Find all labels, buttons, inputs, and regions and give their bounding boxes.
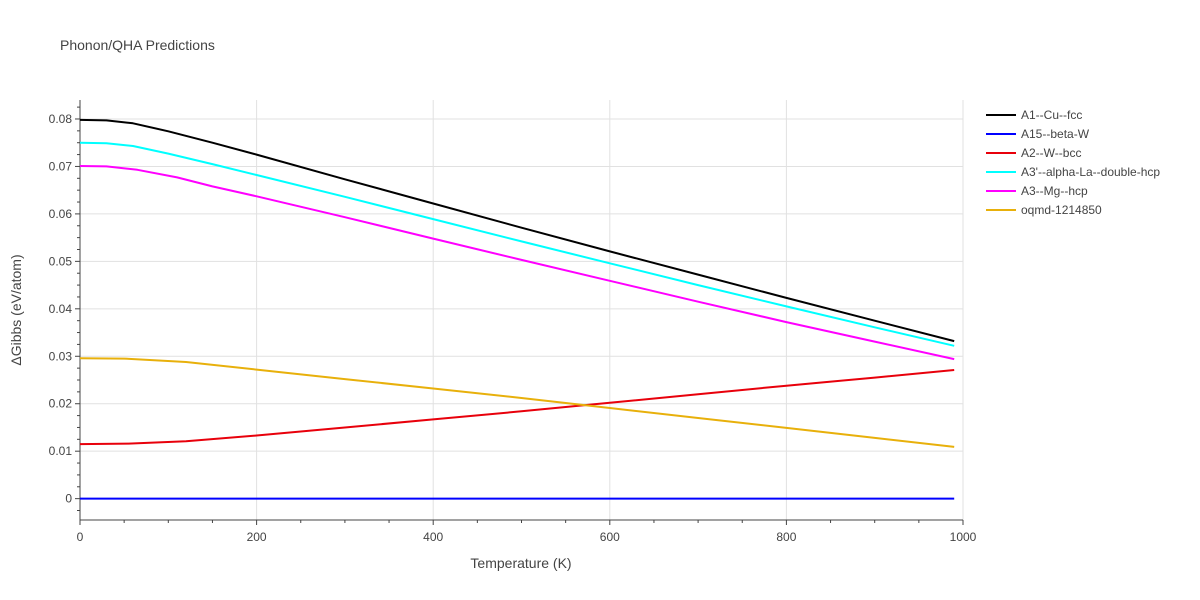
legend-label: A1--Cu--fcc <box>1021 108 1082 122</box>
y-axis-title: ΔGibbs (eV/atom) <box>8 254 24 365</box>
axes <box>75 100 964 525</box>
y-tick-label: 0 <box>65 492 72 506</box>
x-tick-label: 200 <box>247 530 267 544</box>
series-line-5 <box>79 357 955 448</box>
y-tick-label: 0.06 <box>49 207 73 221</box>
legend-label: A2--W--bcc <box>1021 146 1081 160</box>
x-tick-label: 0 <box>77 530 84 544</box>
x-tick-label: 800 <box>776 530 796 544</box>
x-tick-label: 400 <box>423 530 443 544</box>
x-tick-label: 600 <box>600 530 620 544</box>
legend-item[interactable]: A15--beta-W <box>986 127 1090 141</box>
legend-item[interactable]: A2--W--bcc <box>986 146 1081 160</box>
legend-label: oqmd-1214850 <box>1021 203 1102 217</box>
y-tick-label: 0.01 <box>49 444 73 458</box>
legend-item[interactable]: oqmd-1214850 <box>986 203 1102 217</box>
y-tick-label: 0.07 <box>49 159 73 173</box>
x-tick-label: 1000 <box>950 530 977 544</box>
series-line-3 <box>79 141 955 347</box>
x-axis-ticks: 0 200 400 600 800 1000 <box>77 530 977 544</box>
series-line-0 <box>79 118 955 343</box>
legend-item[interactable]: A3--Mg--hcp <box>986 184 1088 198</box>
series-line-2 <box>79 369 955 446</box>
y-tick-label: 0.02 <box>49 397 73 411</box>
legend-label: A15--beta-W <box>1021 127 1090 141</box>
y-tick-label: 0.05 <box>49 254 73 268</box>
series-lines <box>79 118 955 500</box>
legend-label: A3'--alpha-La--double-hcp <box>1021 165 1160 179</box>
y-tick-label: 0.03 <box>49 349 73 363</box>
chart-title: Phonon/QHA Predictions <box>60 37 215 53</box>
grid-lines <box>80 100 964 520</box>
legend-item[interactable]: A1--Cu--fcc <box>986 108 1082 122</box>
y-tick-label: 0.08 <box>49 112 73 126</box>
series-line-4 <box>79 165 955 361</box>
y-axis-ticks: 0 0.01 0.02 0.03 0.04 0.05 0.06 0.07 0.08 <box>49 112 73 506</box>
legend: A1--Cu--fcc A15--beta-W A2--W--bcc A3'--alp… <box>986 108 1160 217</box>
legend-label: A3--Mg--hcp <box>1021 184 1088 198</box>
x-axis-title: Temperature (K) <box>470 555 571 571</box>
y-tick-label: 0.04 <box>49 302 73 316</box>
legend-item[interactable]: A3'--alpha-La--double-hcp <box>986 165 1160 179</box>
